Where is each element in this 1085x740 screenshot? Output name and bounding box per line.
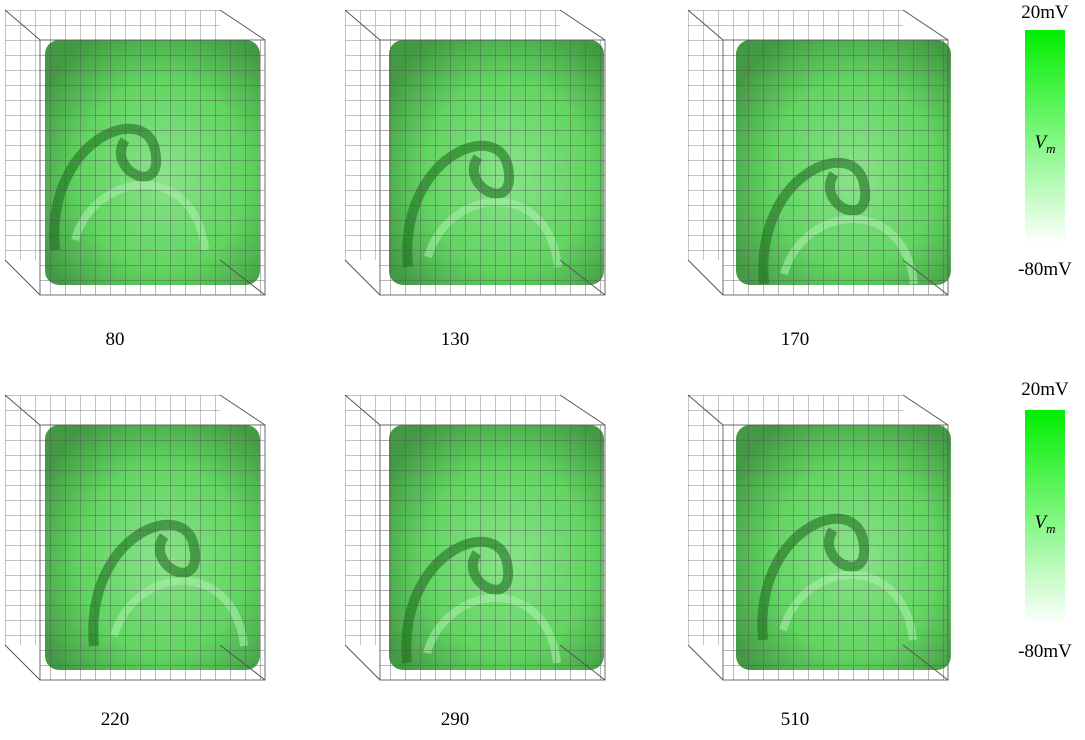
- time-label: 220: [101, 709, 130, 730]
- time-label: 170: [781, 329, 810, 350]
- front-grid: [380, 425, 605, 680]
- front-grid: [723, 425, 948, 680]
- figure: 8013017022029051020mVVm-80mV20mVVm-80mV: [0, 0, 1085, 735]
- volume-render: [688, 10, 951, 295]
- cube-edge: [560, 395, 605, 425]
- volume-render: [688, 395, 951, 680]
- cube-edge: [345, 260, 380, 295]
- cube-edge: [220, 10, 265, 40]
- colorbar-max: 20mV: [1021, 2, 1069, 23]
- front-grid: [40, 40, 265, 295]
- front-grid: [380, 40, 605, 295]
- volume-render: [345, 10, 605, 295]
- colorbar-max: 20mV: [1021, 379, 1069, 400]
- front-grid: [723, 40, 948, 295]
- time-label: 510: [781, 709, 810, 730]
- colorbar-subscript: m: [1046, 141, 1055, 156]
- volume-render: [345, 395, 605, 680]
- cube-edge: [688, 645, 723, 680]
- time-label: 290: [441, 709, 470, 730]
- cube-edge: [560, 10, 605, 40]
- cube-edge: [5, 260, 40, 295]
- time-label: 80: [106, 329, 125, 350]
- volume-render: [5, 395, 265, 680]
- colorbar-min: -80mV: [1018, 641, 1072, 662]
- cube-edge: [345, 645, 380, 680]
- colorbar-subscript: m: [1046, 521, 1055, 536]
- cube-edge: [688, 260, 723, 295]
- colorbar-min: -80mV: [1018, 259, 1072, 280]
- cube-edge: [220, 395, 265, 425]
- time-label: 130: [441, 329, 470, 350]
- cube-edge: [5, 645, 40, 680]
- volume-render: [5, 10, 265, 295]
- front-grid: [40, 425, 265, 680]
- cube-edge: [903, 395, 948, 425]
- cube-edge: [903, 10, 948, 40]
